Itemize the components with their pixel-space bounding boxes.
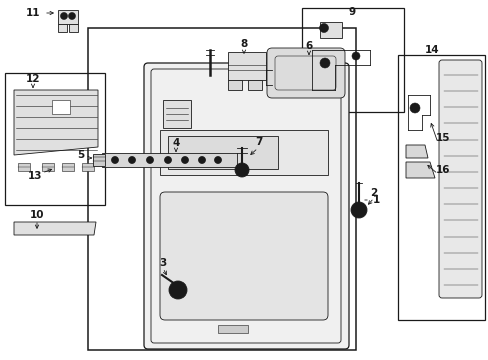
Circle shape xyxy=(239,167,244,173)
Bar xyxy=(58,10,78,24)
Circle shape xyxy=(174,286,182,294)
Text: 4: 4 xyxy=(172,138,179,148)
Bar xyxy=(62,163,74,171)
Text: 6: 6 xyxy=(305,41,312,51)
Circle shape xyxy=(169,281,186,299)
Circle shape xyxy=(146,157,153,163)
Polygon shape xyxy=(14,222,96,235)
Circle shape xyxy=(68,13,75,19)
Bar xyxy=(168,136,278,169)
Bar xyxy=(319,22,341,38)
Bar xyxy=(102,153,237,167)
Circle shape xyxy=(351,52,359,60)
Bar xyxy=(52,100,70,114)
Bar xyxy=(5,73,105,205)
Circle shape xyxy=(319,23,328,32)
Circle shape xyxy=(319,58,329,68)
Bar xyxy=(18,163,30,171)
Text: 9: 9 xyxy=(348,7,355,17)
Bar xyxy=(58,24,67,32)
Circle shape xyxy=(409,103,419,113)
Circle shape xyxy=(198,157,205,163)
Text: 11: 11 xyxy=(25,8,40,18)
Circle shape xyxy=(235,163,248,177)
Circle shape xyxy=(355,207,362,213)
Circle shape xyxy=(181,157,188,163)
Polygon shape xyxy=(14,90,98,155)
Text: 5: 5 xyxy=(77,150,84,160)
Circle shape xyxy=(61,13,67,19)
Bar xyxy=(227,52,265,80)
Bar xyxy=(88,28,355,350)
Bar xyxy=(93,154,105,166)
Bar xyxy=(163,100,191,128)
Text: 12: 12 xyxy=(26,74,40,84)
FancyBboxPatch shape xyxy=(143,63,348,349)
Bar xyxy=(42,163,54,171)
Circle shape xyxy=(350,202,366,218)
Text: 3: 3 xyxy=(159,258,166,268)
FancyBboxPatch shape xyxy=(160,192,327,320)
Bar xyxy=(227,80,242,90)
Circle shape xyxy=(412,106,416,110)
Text: 1: 1 xyxy=(372,195,380,205)
Text: 14: 14 xyxy=(424,45,438,55)
FancyBboxPatch shape xyxy=(438,60,481,298)
Bar xyxy=(69,24,78,32)
FancyBboxPatch shape xyxy=(266,48,345,98)
Bar xyxy=(218,325,247,333)
Text: 10: 10 xyxy=(30,210,44,220)
Bar xyxy=(160,130,327,175)
Text: 7: 7 xyxy=(254,137,262,147)
Bar xyxy=(302,8,403,112)
Polygon shape xyxy=(405,162,434,178)
Circle shape xyxy=(111,157,118,163)
Polygon shape xyxy=(405,145,427,158)
Circle shape xyxy=(164,157,171,163)
Text: 13: 13 xyxy=(27,171,42,181)
Bar xyxy=(247,80,262,90)
Circle shape xyxy=(128,157,135,163)
Text: 16: 16 xyxy=(435,165,449,175)
Text: 2: 2 xyxy=(369,188,377,198)
Circle shape xyxy=(214,157,221,163)
Bar xyxy=(397,55,484,320)
Text: 8: 8 xyxy=(240,39,247,49)
Text: 15: 15 xyxy=(435,133,449,143)
Bar xyxy=(82,163,94,171)
